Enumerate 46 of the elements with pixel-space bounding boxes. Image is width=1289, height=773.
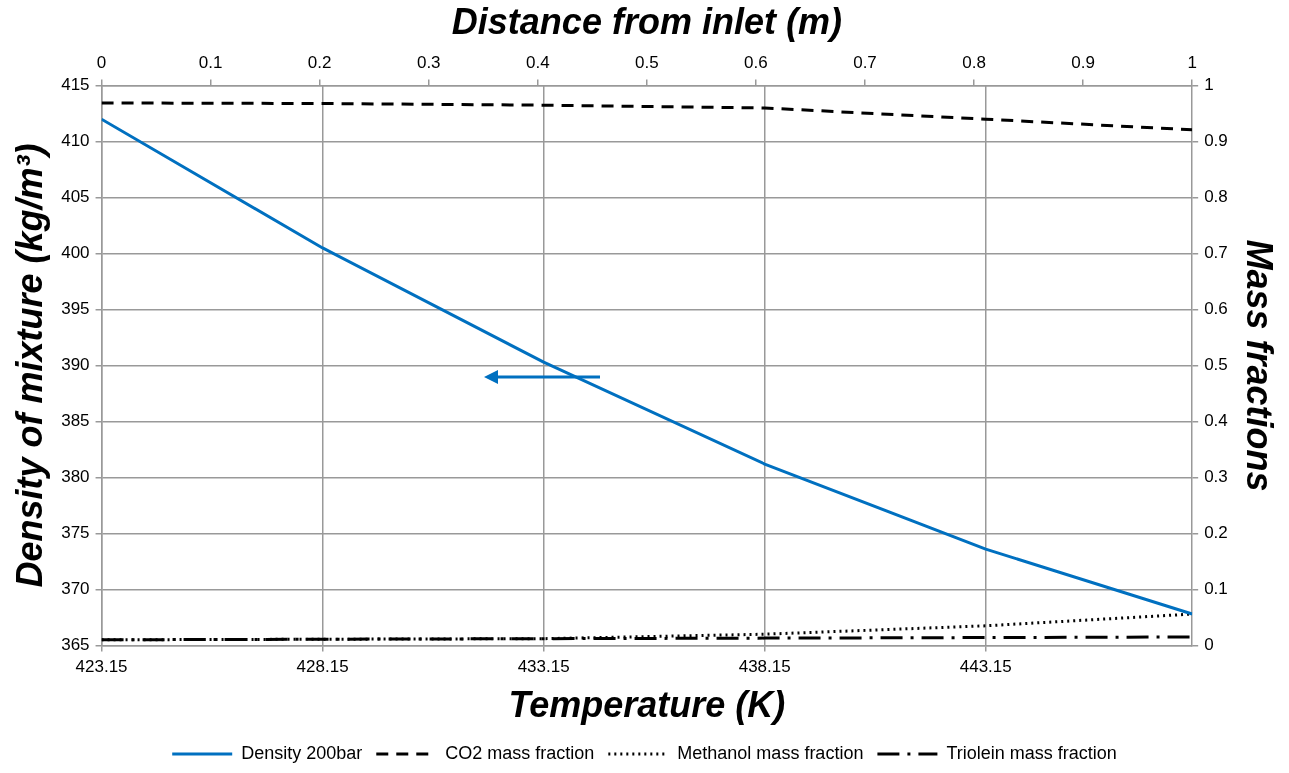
x-tick-label: 433.15 — [517, 657, 570, 677]
x2-tick-label: 0.3 — [416, 53, 441, 73]
y2-axis-title: Mass fractions — [1239, 239, 1281, 492]
x2-tick-label: 0 — [96, 53, 107, 73]
y-tick-label: 415 — [61, 75, 90, 95]
x2-tick-label: 1 — [1187, 53, 1197, 73]
y-tick-label: 370 — [61, 579, 90, 599]
x2-tick-label: 0.7 — [853, 53, 877, 73]
y2-tick-label: 0.5 — [1204, 355, 1228, 375]
legend-label: Methanol mass fraction — [677, 742, 864, 763]
y2-tick-label: 0.6 — [1204, 299, 1228, 319]
y2-tick-label: 0.7 — [1204, 243, 1228, 263]
y2-tick-label: 0.4 — [1204, 411, 1228, 431]
x-tick-label: 438.15 — [738, 657, 791, 677]
y-tick-label: 365 — [61, 635, 90, 655]
y2-tick-label: 0 — [1204, 635, 1214, 655]
y-tick-label: 375 — [61, 523, 90, 543]
x-tick-label: 443.15 — [959, 657, 1012, 677]
x2-tick-label: 0.9 — [1071, 53, 1095, 73]
y-tick-label: 385 — [61, 411, 90, 431]
x-axis-title: Temperature (K) — [508, 684, 786, 726]
y-tick-label: 395 — [61, 299, 90, 319]
y2-tick-label: 0.3 — [1204, 467, 1228, 487]
legend-label: Triolein mass fraction — [946, 742, 1117, 763]
y2-tick-label: 1 — [1204, 75, 1214, 95]
y2-tick-label: 0.9 — [1204, 131, 1228, 151]
x-tick-label: 428.15 — [296, 657, 349, 677]
x2-tick-label: 0.5 — [635, 53, 659, 73]
y-axis-title: Density of mixture (kg/m³) — [8, 143, 50, 588]
x2-tick-label: 0.1 — [198, 53, 223, 73]
x2-tick-label: 0.6 — [744, 53, 768, 73]
y2-tick-label: 0.8 — [1204, 187, 1228, 207]
y-tick-label: 400 — [61, 243, 90, 263]
y-tick-label: 405 — [61, 187, 90, 207]
legend-label: CO2 mass fraction — [445, 742, 595, 763]
x2-tick-label: 0.4 — [525, 53, 550, 73]
y2-tick-label: 0.2 — [1204, 523, 1228, 543]
x2-tick-label: 0.2 — [307, 53, 332, 73]
x-tick-label: 423.15 — [75, 657, 128, 677]
y-tick-label: 390 — [61, 355, 90, 375]
y2-tick-label: 0.1 — [1204, 579, 1228, 599]
y-tick-label: 410 — [61, 131, 90, 151]
legend-label: Density 200bar — [241, 742, 363, 763]
x2-tick-label: 0.8 — [962, 53, 986, 73]
x2-axis-title: Distance from inlet (m) — [451, 0, 842, 42]
y-tick-label: 380 — [61, 467, 90, 487]
